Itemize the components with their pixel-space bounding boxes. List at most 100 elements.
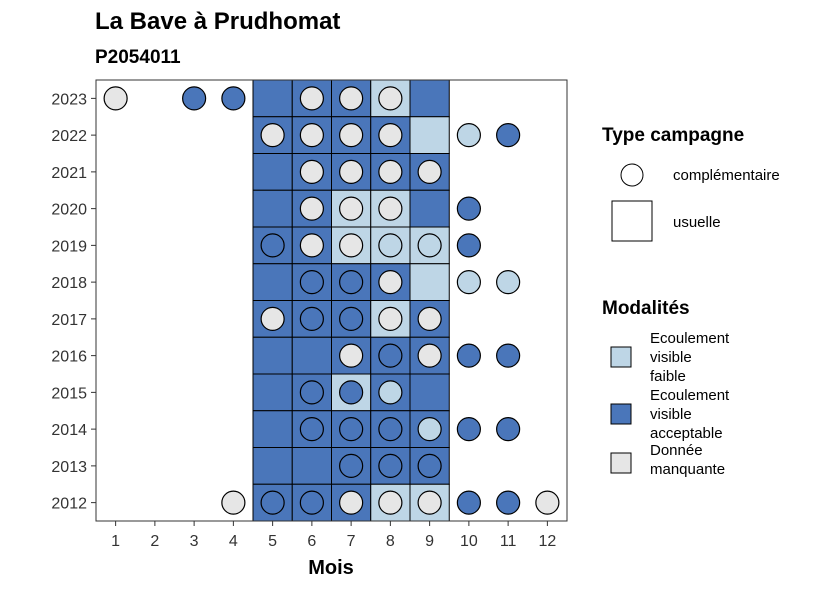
point-2023-6 [299,86,324,111]
x-tick-label: 11 [500,533,517,550]
point-2017-8 [378,306,403,331]
point-2015-6 [299,380,324,405]
chart-subtitle: P2054011 [95,47,181,68]
point-2016-11 [496,343,521,368]
y-axis: 2012 2013 2014 2015 2016 2017 2018 2019 2020 2021… [51,91,96,513]
point-2016-9 [417,343,442,368]
point-2015-7 [339,380,364,405]
cell-2020-9 [409,189,450,228]
point-2022-11 [496,123,521,148]
point-2017-5 [260,306,285,331]
point-2018-10 [456,270,481,295]
point-2021-6 [299,159,324,184]
legend-key-faible [610,346,632,368]
point-2012-10 [456,490,481,515]
point-2022-7 [339,123,364,148]
point-2023-3 [182,86,207,111]
legend-label-manquante: Donnée [650,442,703,459]
cell-2023-5 [252,79,293,118]
point-2023-1 [103,86,128,111]
cell-2021-5 [252,153,293,191]
point-2012-12 [535,490,560,515]
point-2018-7 [339,270,364,295]
legend-square-icon [611,200,653,242]
complementaire-points [103,86,560,515]
y-tick-label: 2019 [51,238,87,255]
point-2019-6 [299,233,324,258]
legend-label-faible: Ecoulement [650,330,730,347]
point-2017-9 [417,306,442,331]
point-2012-7 [339,490,364,515]
y-tick-label: 2020 [51,202,87,219]
legend-label-manquante: manquante [650,461,725,478]
x-tick-label: 9 [425,533,434,550]
point-2022-5 [260,123,285,148]
point-2021-8 [378,159,403,184]
point-2020-6 [299,196,324,221]
legend-key-acceptable [610,403,632,425]
cell-2016-6 [291,336,332,375]
point-2018-8 [378,270,403,295]
chart-title: La Bave à Prudhomat [95,8,340,35]
point-2012-5 [260,490,285,515]
x-tick-label: 4 [229,533,238,550]
point-2020-7 [339,196,364,221]
cell-2013-5 [252,447,293,485]
point-2012-6 [299,490,324,515]
legend-modalites-entries: Ecoulement visible faible Ecoulement visible… [610,330,730,478]
point-2014-8 [378,417,403,442]
point-2012-9 [417,490,442,515]
point-2013-8 [378,453,403,478]
point-2018-6 [299,270,324,295]
point-2021-7 [339,159,364,184]
x-tick-label: 5 [268,533,277,550]
cell-2015-5 [252,373,293,412]
x-tick-label: 10 [460,533,478,550]
y-tick-label: 2014 [51,422,87,439]
point-2022-8 [378,123,403,148]
point-2022-6 [299,123,324,148]
cell-2019-6 [291,226,332,265]
y-tick-label: 2021 [51,165,87,182]
y-tick-label: 2018 [51,275,87,292]
plot-panel-border [95,79,568,522]
point-2017-7 [339,306,364,331]
x-tick-label: 6 [307,533,316,550]
point-2018-11 [496,270,521,295]
legend-type: Type campagne complémentaire usuelle [602,125,780,242]
x-tick-label: 2 [150,533,159,550]
point-2012-4 [221,490,246,515]
y-tick-label: 2023 [51,91,87,108]
legend-type-label-usuelle: usuelle [673,214,721,231]
y-tick-label: 2013 [51,459,87,476]
point-2023-7 [339,86,364,111]
point-2019-5 [260,233,285,258]
point-2022-10 [456,123,481,148]
x-tick-label: 7 [347,533,356,550]
point-2012-8 [378,490,403,515]
x-axis-title: Mois [308,557,354,579]
point-2013-9 [417,453,442,478]
point-2012-11 [496,490,521,515]
point-2014-10 [456,417,481,442]
cell-2013-6 [291,447,332,485]
legend-key-manquante [610,452,632,474]
point-2014-9 [417,417,442,442]
point-2019-8 [378,233,403,258]
y-tick-label: 2022 [51,128,87,145]
point-2023-8 [378,86,403,111]
point-2023-4 [221,86,246,111]
legend-label-faible: faible [650,368,686,385]
point-2014-7 [339,417,364,442]
legend-label-faible: visible [650,349,692,366]
cell-2022-7 [331,116,372,154]
legend-modalites: Modalités EcoulementvisiblefaibleEcoulem… [602,298,730,478]
cell-2021-8 [370,153,411,191]
cell-2020-5 [252,189,293,228]
x-tick-label: 8 [386,533,395,550]
cell-2018-9 [409,263,450,301]
y-tick-label: 2012 [51,496,87,513]
point-2020-8 [378,196,403,221]
point-2015-8 [378,380,403,405]
